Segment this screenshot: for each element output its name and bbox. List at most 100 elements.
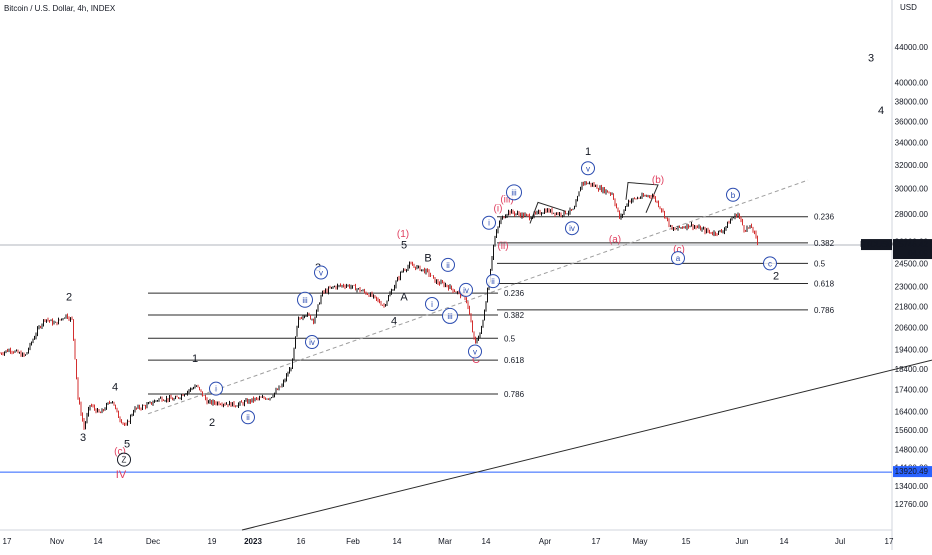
wave-label-31: iii (511, 188, 517, 197)
fib-label-1-4: 0.786 (814, 306, 835, 315)
wave-label-circle-8 (209, 381, 223, 396)
wave-label-circle-39 (726, 187, 740, 202)
wave-label-25: v (473, 347, 477, 356)
y-tick-1: 13400.00 (895, 482, 929, 491)
wave-label-34: v (586, 164, 590, 173)
fib-label-0-1: 0.382 (504, 311, 525, 320)
time-axis: 17 Nov 14 Dec 19 2023 16 Feb 14 Mar 14 Apr 17 May 15 Ju… (3, 537, 894, 546)
wave-label-circle-5 (117, 452, 131, 467)
wave-label-9: 2 (209, 417, 215, 429)
y-tick-19: 38000.00 (895, 97, 929, 106)
wave-label-15: 4 (391, 315, 397, 327)
wave-label-30: (iii) (500, 195, 513, 206)
y-tick-11: 23000.00 (895, 283, 929, 292)
wave-label-circle-31 (506, 184, 522, 201)
wave-label-circle-14 (314, 265, 328, 280)
x-tick-4: 19 (208, 537, 217, 546)
wave-label-1: 4 (112, 382, 118, 394)
price-tag-0: 25746.42 (895, 240, 929, 249)
symbol-tag-bg (861, 239, 892, 251)
wave-label-4: (c) (114, 447, 126, 458)
y-tick-0: 12760.00 (895, 500, 929, 509)
wave-label-2: 3 (80, 432, 86, 444)
wave-label-23: iv (463, 286, 469, 295)
wave-label-20: ii (446, 261, 450, 270)
trendlines (147, 179, 932, 531)
x-tick-2: 14 (94, 537, 103, 546)
x-tick-16: 14 (780, 537, 789, 546)
y-tick-6: 17400.00 (895, 386, 929, 395)
fibonacci-levels: 0.236 0.382 0.5 0.618 0.786 0.236 0.382 0.5 0.61… (148, 213, 835, 399)
y-tick-9: 20600.00 (895, 323, 929, 332)
wave-label-circle-11 (297, 291, 313, 308)
wave-label-8: i (215, 385, 217, 394)
y-tick-10: 21800.00 (895, 302, 929, 311)
trendline-0 (147, 179, 809, 415)
wave-label-22: iii (447, 312, 453, 321)
fib-label-1-2: 0.5 (814, 259, 826, 268)
wave-label-5: Z (122, 456, 127, 465)
wave-label-28: i (488, 219, 490, 228)
wave-label-circle-21 (425, 296, 439, 311)
symbol-tag: BTCUSD (860, 240, 893, 249)
x-tick-3: Dec (146, 537, 160, 546)
wave-label-18: 5 (401, 239, 407, 251)
wave-label-circle-23 (459, 282, 473, 297)
triangle-patterns (529, 181, 659, 224)
x-tick-12: 17 (592, 537, 601, 546)
y-tick-8: 19400.00 (895, 346, 929, 355)
wave-label-circle-38 (671, 251, 685, 266)
y-tick-20: 40000.00 (895, 78, 929, 87)
x-tick-0: 17 (3, 537, 12, 546)
wave-label-6: IV (116, 469, 127, 481)
wave-label-11: iii (302, 296, 308, 305)
wave-label-26: ii (491, 277, 495, 286)
fib-label-0-0: 0.236 (504, 289, 525, 298)
wave-labels: 2435(c)ZIV1i2iiiiiiv3v4A(1)5BiiiiiiivCvi… (66, 52, 884, 481)
wave-label-19: B (424, 252, 431, 264)
y-tick-4: 15600.00 (895, 426, 929, 435)
wave-label-circle-12 (305, 335, 319, 350)
wave-label-circle-25 (468, 344, 482, 359)
x-tick-6: 16 (297, 537, 306, 546)
price-tag-1: 13920.49 (895, 467, 929, 476)
x-tick-5: 2023 (244, 537, 262, 546)
y-tick-21: 44000.00 (895, 43, 929, 52)
wave-label-37: (c) (673, 245, 685, 256)
wave-label-circle-32 (565, 221, 579, 236)
currency-label: USD (900, 3, 917, 12)
wave-label-7: 1 (192, 353, 198, 365)
wave-label-circle-10 (241, 410, 255, 425)
wave-label-circle-26 (486, 274, 500, 289)
y-tick-18: 36000.00 (895, 117, 929, 126)
price-tag-countdown-0: 04:09 (908, 249, 929, 258)
x-tick-10: 14 (482, 537, 491, 546)
triangle-pattern-1 (625, 181, 659, 213)
fib-label-1-1: 0.382 (814, 239, 835, 248)
wave-label-circle-34 (581, 161, 595, 176)
x-tick-11: Apr (539, 537, 552, 546)
x-tick-18: 17 (885, 537, 894, 546)
wave-label-0: 2 (66, 291, 72, 303)
y-tick-3: 14800.00 (895, 445, 929, 454)
chart-title: Bitcoin / U.S. Dollar, 4h, INDEX (4, 4, 116, 13)
wave-label-36: (b) (652, 175, 664, 186)
fib-label-1-0: 0.236 (814, 213, 835, 222)
triangle-pattern-0 (529, 201, 567, 224)
x-tick-8: 14 (393, 537, 402, 546)
wave-label-16: A (400, 291, 408, 303)
y-tick-7: 18400.00 (895, 365, 929, 374)
wave-label-32: iv (569, 224, 575, 233)
fib-label-0-3: 0.618 (504, 356, 525, 365)
x-tick-13: May (632, 537, 647, 546)
wave-label-41: 2 (773, 271, 779, 283)
wave-label-14: v (319, 269, 323, 278)
wave-label-27: (ii) (497, 241, 508, 252)
y-tick-14: 28000.00 (895, 210, 929, 219)
wave-label-circle-28 (482, 215, 496, 230)
x-tick-1: Nov (50, 537, 64, 546)
y-tick-16: 32000.00 (895, 161, 929, 170)
